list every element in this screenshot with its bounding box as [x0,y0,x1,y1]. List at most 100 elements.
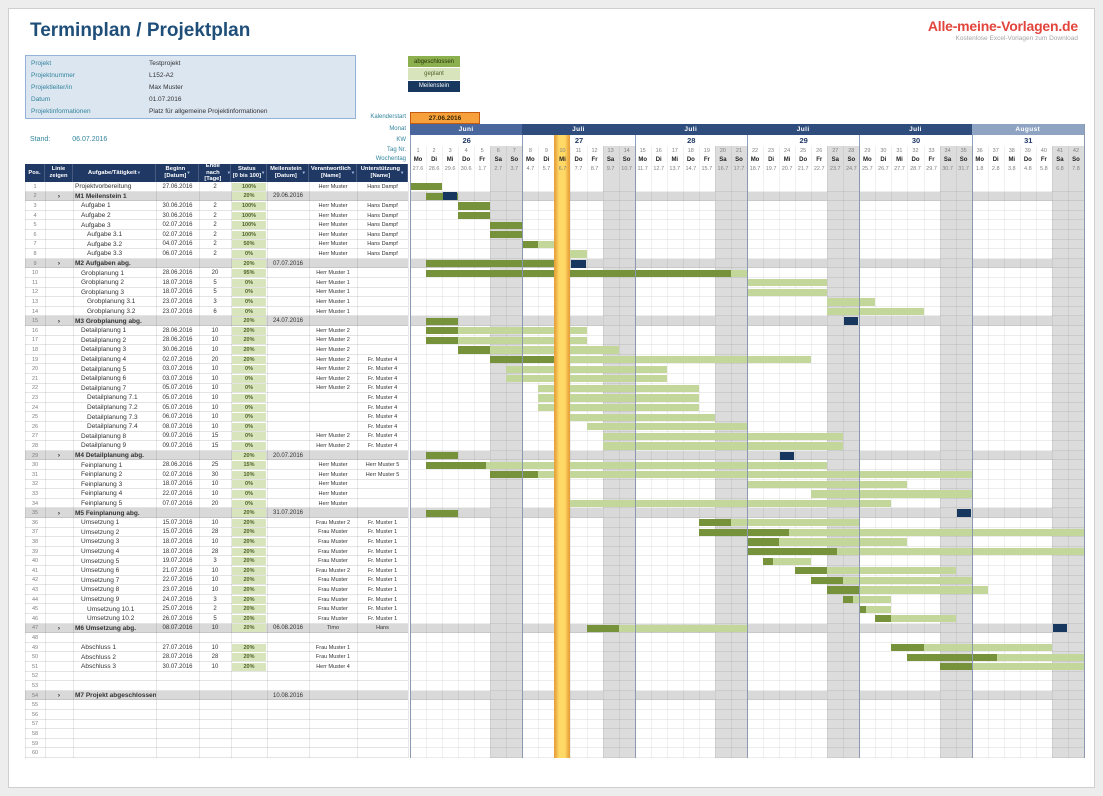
support-cell[interactable]: Fr. Muster 4 [367,414,398,421]
task-name-cell[interactable] [73,681,156,691]
task-name-cell[interactable] [73,729,156,739]
task-name-cell[interactable]: Umsetzung 10.2 [87,615,135,623]
status-cell[interactable]: 10% [231,470,267,480]
start-date-cell[interactable] [156,672,199,682]
responsible-cell[interactable]: Herr Muster [318,481,348,488]
status-cell[interactable]: 20% [231,355,267,365]
task-name-cell[interactable]: Detailplanung 5 [81,365,127,373]
task-name-cell[interactable] [73,633,156,643]
milestone-date-cell[interactable] [267,230,309,240]
duration-cell[interactable]: 5 [213,289,217,296]
responsible-cell[interactable]: Herr Muster 2 [316,337,350,344]
responsible-cell[interactable] [309,412,357,422]
responsible-cell[interactable]: Herr Muster [318,212,348,219]
milestone-date-cell[interactable] [267,480,309,490]
responsible-cell[interactable] [309,633,357,643]
duration-cell[interactable]: 10 [211,519,219,526]
support-cell[interactable]: Hans [376,625,389,632]
task-name-cell[interactable]: Umsetzung 2 [81,528,120,536]
responsible-cell[interactable] [309,720,357,730]
task-name-cell[interactable]: Feinplanung 5 [81,500,123,508]
start-date-cell[interactable]: 08.07.2016 [162,625,193,632]
responsible-cell[interactable]: Herr Muster [318,500,348,507]
duration-cell[interactable]: 10 [211,490,219,497]
support-cell[interactable]: Fr. Muster 1 [367,567,398,574]
task-name-cell[interactable]: Detailplanung 7.3 [87,413,138,421]
status-cell[interactable]: 100% [231,230,267,240]
task-name-cell[interactable]: Feinplanung 1 [81,461,123,469]
duration-cell[interactable] [199,259,231,269]
duration-cell[interactable]: 15 [211,442,219,449]
start-date-cell[interactable] [156,508,199,518]
responsible-cell[interactable]: Frau Muster [318,596,348,603]
start-date-cell[interactable]: 30.06.2016 [162,202,193,209]
duration-cell[interactable]: 10 [211,327,219,334]
milestone-date-cell[interactable] [267,614,309,624]
responsible-cell[interactable] [309,672,357,682]
responsible-cell[interactable]: Herr Muster [318,222,348,229]
duration-cell[interactable]: 10 [211,577,219,584]
milestone-date-cell[interactable] [267,710,309,720]
duration-cell[interactable]: 2 [213,250,217,257]
start-date-cell[interactable] [156,720,199,730]
duration-cell[interactable]: 10 [211,346,219,353]
support-cell[interactable] [357,508,408,518]
responsible-cell[interactable]: Herr Muster [318,231,348,238]
responsible-cell[interactable]: Timo [326,625,340,632]
support-cell[interactable]: Fr. Muster 4 [367,356,398,363]
duration-cell[interactable]: 2 [213,231,217,238]
duration-cell[interactable]: 2 [213,183,217,190]
status-cell[interactable]: 20% [231,624,267,634]
milestone-date-cell[interactable] [267,643,309,653]
support-cell[interactable] [357,489,408,499]
task-name-cell[interactable]: Grobplanung 2 [81,279,125,287]
responsible-cell[interactable] [309,681,357,691]
start-date-cell[interactable]: 03.07.2016 [162,375,193,382]
duration-cell[interactable]: 10 [211,586,219,593]
responsible-cell[interactable]: Herr Muster 2 [316,375,350,382]
status-cell[interactable]: 0% [231,403,267,413]
task-name-cell[interactable]: Aufgabe 3.1 [87,231,123,239]
milestone-date-cell[interactable] [267,393,309,403]
info-value-cell[interactable]: Max Muster [149,83,183,91]
start-date-cell[interactable]: 02.07.2016 [162,356,193,363]
support-cell[interactable] [357,499,408,509]
status-cell[interactable]: 100% [231,182,267,192]
duration-cell[interactable]: 2 [213,212,217,219]
status-cell[interactable]: 50% [231,240,267,250]
support-cell[interactable]: Hans Dampf [367,241,398,248]
milestone-date-cell[interactable] [267,345,309,355]
status-cell[interactable]: 20% [231,345,267,355]
start-date-cell[interactable]: 02.07.2016 [162,222,193,229]
milestone-date-cell[interactable] [267,547,309,557]
start-date-cell[interactable] [156,710,199,720]
duration-cell[interactable]: 10 [211,385,219,392]
status-cell[interactable]: 0% [231,499,267,509]
status-cell[interactable]: 20% [231,566,267,576]
start-date-cell[interactable]: 23.07.2016 [162,308,193,315]
start-date-cell[interactable]: 30.06.2016 [162,346,193,353]
task-name-cell[interactable]: Feinplanung 4 [81,490,123,498]
responsible-cell[interactable]: Herr Muster 2 [316,442,350,449]
start-date-cell[interactable]: 28.06.2016 [162,270,193,277]
task-name-cell[interactable]: Projektvorbereitung [75,183,132,191]
status-cell[interactable]: 0% [231,422,267,432]
status-cell[interactable]: 0% [231,432,267,442]
duration-cell[interactable]: 2 [213,241,217,248]
support-cell[interactable] [357,268,408,278]
responsible-cell[interactable]: Herr Muster [318,250,348,257]
milestone-date-cell[interactable] [267,182,309,192]
task-name-cell[interactable]: M6 Umsetzung abg. [75,624,137,632]
support-cell[interactable] [357,643,408,653]
task-name-cell[interactable]: M7 Projekt abgeschlossen [75,692,156,700]
duration-cell[interactable] [199,192,231,202]
milestone-date-cell[interactable] [267,489,309,499]
sort-filter-icon[interactable]: ▾ [302,170,305,176]
status-cell[interactable]: 15% [231,460,267,470]
support-cell[interactable] [357,307,408,317]
support-cell[interactable]: Fr. Muster 4 [367,385,398,392]
responsible-cell[interactable]: Herr Muster [318,183,348,190]
support-cell[interactable]: Hans Dampf [367,222,398,229]
duration-cell[interactable] [199,739,231,749]
milestone-date-cell[interactable] [267,633,309,643]
